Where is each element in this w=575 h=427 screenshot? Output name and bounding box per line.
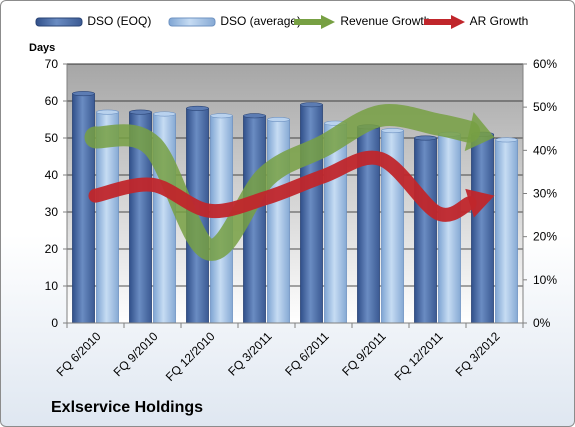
bar-cap — [300, 102, 323, 108]
bar-cap — [210, 113, 233, 119]
bar-cap — [72, 91, 95, 97]
y2-tick-label: 30% — [533, 187, 557, 201]
y-tick-label: 30 — [45, 205, 59, 219]
legend-revenue-growth: Revenue Growth — [291, 14, 430, 30]
bar-cap — [129, 109, 152, 115]
bar-dso-eoq — [414, 137, 437, 324]
legend-label-dso-eoq: DSO (EOQ) — [87, 14, 152, 28]
x-tick-label: FQ 6/2011 — [282, 329, 332, 379]
bar-dso-eoq — [471, 133, 494, 324]
y-axis-title: Days — [29, 42, 55, 54]
legend-dso-average: DSO (average) — [167, 14, 301, 29]
legend-swatch-dso-average — [168, 17, 216, 27]
legend-dso-eoq: DSO (EOQ) — [34, 14, 151, 29]
y2-tick-label: 10% — [533, 273, 557, 287]
bar-cap — [243, 113, 266, 119]
y2-tick-label: 20% — [533, 230, 557, 244]
y-tick-label: 0 — [51, 316, 58, 330]
y-tick-label: 40 — [45, 168, 59, 182]
y2-tick-label: 60% — [533, 57, 557, 71]
x-tick-label: FQ 3/2011 — [225, 329, 275, 379]
y-tick-label: 70 — [45, 57, 59, 71]
y2-tick-label: 40% — [533, 143, 557, 157]
y2-tick-label: 0% — [533, 316, 551, 330]
bar-dso-average — [438, 133, 461, 324]
x-tick-label: FQ 9/2011 — [339, 329, 389, 379]
bar-cap — [381, 128, 404, 134]
y-tick-label: 20 — [45, 242, 59, 256]
bar-cap — [495, 137, 518, 143]
plot-area: 0 10 20 30 40 50 60 70 0% 10% 20% 30% 40% 50% 60% Days F… — [29, 42, 557, 384]
legend-label-ar-growth: AR Growth — [469, 14, 529, 29]
bar-dso-average — [495, 139, 518, 324]
chart-title: Exlservice Holdings — [51, 399, 204, 416]
y-tick-label: 10 — [45, 279, 59, 293]
x-tick-label: FQ 9/2010 — [111, 329, 161, 379]
bar-dso-average — [267, 119, 290, 324]
legend-label-revenue-growth: Revenue Growth — [340, 14, 431, 29]
y-tick-label: 60 — [45, 94, 59, 108]
y-tick-label: 50 — [45, 131, 59, 145]
arrowhead-revenue-growth — [464, 112, 495, 152]
legend-arrow-revenue-growth — [294, 15, 335, 29]
legend-label-dso-average: DSO (average) — [220, 14, 302, 28]
legend-swatch-dso-eoq — [35, 17, 83, 27]
legend-ar-growth: AR Growth — [421, 14, 528, 30]
x-tick-label: FQ 12/2010 — [163, 329, 218, 384]
line-ar-growth — [88, 150, 477, 222]
y2-tick-label: 50% — [533, 100, 557, 114]
arrowhead-ar-growth — [465, 188, 495, 218]
x-tick-label: FQ 3/2012 — [453, 329, 503, 379]
x-tick-label: FQ 6/2010 — [54, 329, 104, 379]
bar-cap — [186, 105, 209, 111]
legend-arrow-ar-growth — [424, 15, 465, 29]
bar-cap — [96, 109, 119, 115]
bar-cap — [153, 111, 176, 117]
line-revenue-growth — [84, 104, 481, 261]
bar-cap — [414, 135, 437, 141]
bar-cap — [267, 117, 290, 123]
x-tick-label: FQ 12/2011 — [392, 329, 446, 383]
